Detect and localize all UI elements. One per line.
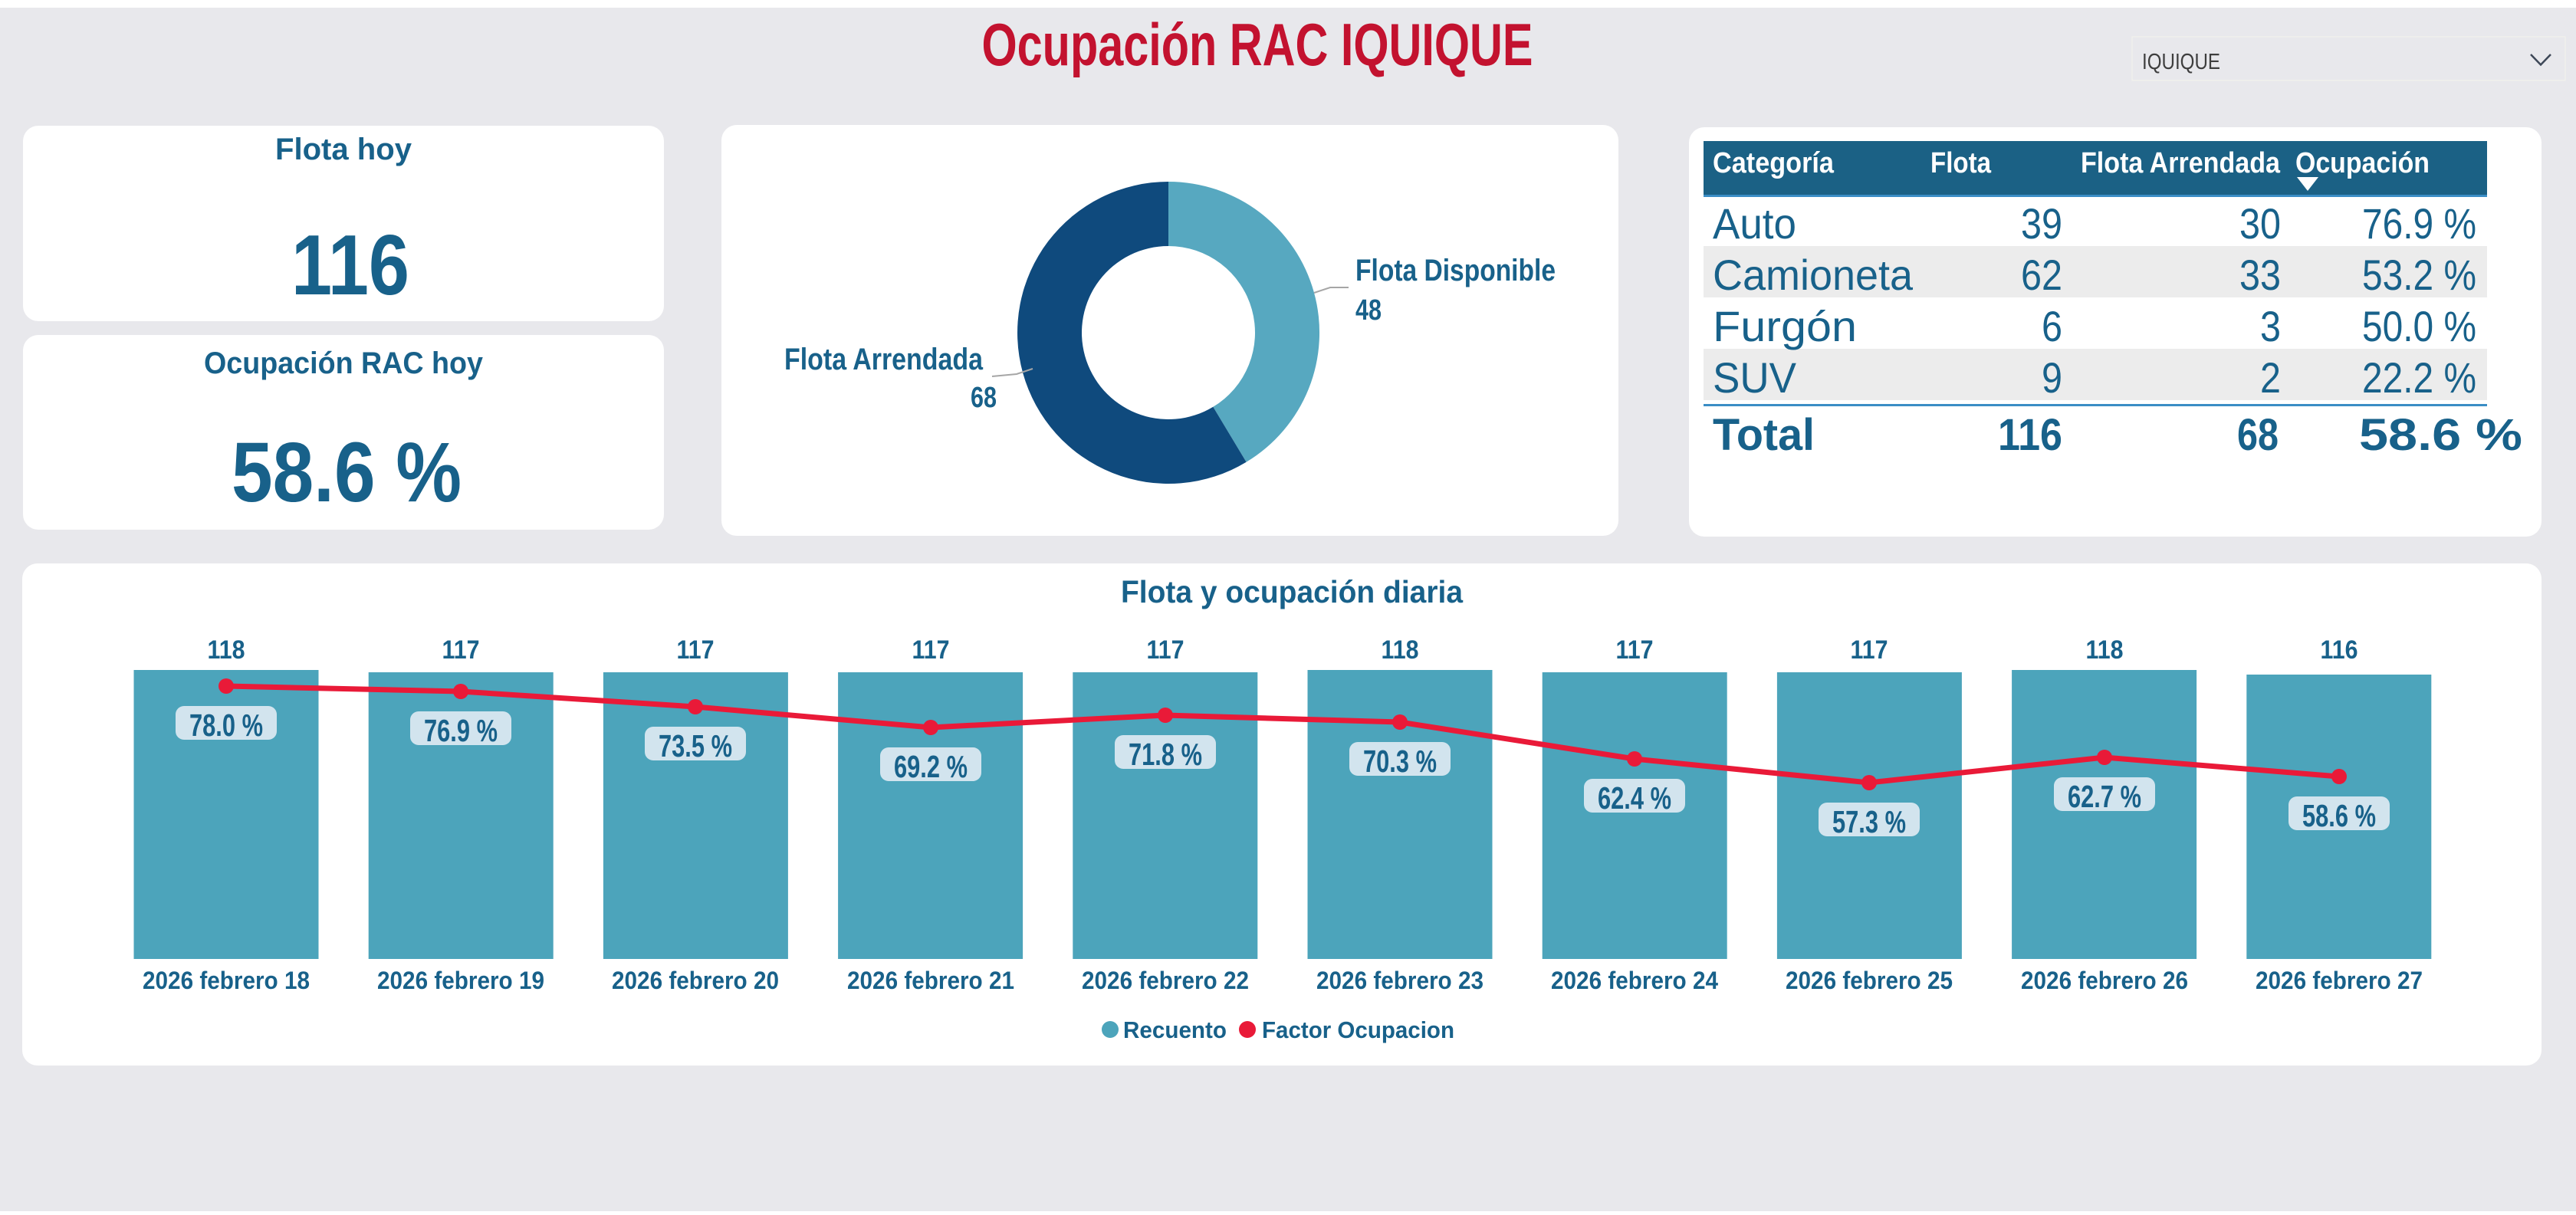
svg-text:58.6 %: 58.6 % — [232, 425, 462, 520]
svg-text:Auto: Auto — [1713, 199, 1796, 248]
svg-text:48: 48 — [1355, 294, 1382, 327]
svg-text:58.6 %: 58.6 % — [2359, 410, 2522, 460]
svg-text:Ocupación RAC hoy: Ocupación RAC hoy — [204, 346, 484, 380]
svg-text:118: 118 — [2086, 635, 2124, 665]
svg-text:Flota y ocupación diaria: Flota y ocupación diaria — [1121, 574, 1464, 609]
svg-text:39: 39 — [2021, 199, 2062, 248]
svg-text:62.4 %: 62.4 % — [1598, 780, 1671, 816]
svg-text:76.9 %: 76.9 % — [424, 713, 498, 748]
svg-text:Flota: Flota — [1930, 147, 1992, 179]
svg-text:2026 febrero 21: 2026 febrero 21 — [847, 967, 1014, 994]
svg-text:30: 30 — [2239, 199, 2281, 248]
svg-text:SUV: SUV — [1713, 353, 1797, 402]
svg-text:Ocupación RAC IQUIQUE: Ocupación RAC IQUIQUE — [982, 11, 1533, 78]
svg-text:Factor Ocupacion: Factor Ocupacion — [1262, 1016, 1454, 1043]
svg-text:58.6 %: 58.6 % — [2302, 798, 2376, 833]
svg-text:2026 febrero 27: 2026 febrero 27 — [2256, 967, 2423, 994]
svg-text:3: 3 — [2260, 302, 2281, 350]
svg-text:Categoría: Categoría — [1713, 147, 1835, 179]
svg-text:78.0 %: 78.0 % — [189, 708, 263, 743]
svg-text:Ocupación: Ocupación — [2295, 147, 2430, 179]
svg-text:117: 117 — [912, 635, 950, 665]
svg-text:Flota hoy: Flota hoy — [275, 133, 412, 166]
svg-text:Camioneta: Camioneta — [1713, 251, 1914, 299]
svg-text:2026 febrero 18: 2026 febrero 18 — [143, 967, 310, 994]
svg-text:118: 118 — [1382, 635, 1419, 665]
svg-text:50.0 %: 50.0 % — [2362, 302, 2476, 350]
svg-text:117: 117 — [1616, 635, 1654, 665]
svg-text:Flota Disponible: Flota Disponible — [1355, 254, 1556, 287]
svg-text:33: 33 — [2239, 251, 2281, 299]
svg-text:69.2 %: 69.2 % — [894, 749, 968, 784]
svg-text:117: 117 — [1851, 635, 1888, 665]
svg-text:IQUIQUE: IQUIQUE — [2142, 50, 2220, 74]
svg-text:62.7 %: 62.7 % — [2068, 779, 2141, 814]
svg-text:68: 68 — [2237, 410, 2279, 460]
svg-text:117: 117 — [442, 635, 480, 665]
svg-text:57.3 %: 57.3 % — [1832, 804, 1906, 839]
svg-text:68: 68 — [971, 382, 997, 414]
svg-text:6: 6 — [2042, 302, 2062, 350]
svg-text:2026 febrero 23: 2026 febrero 23 — [1316, 967, 1484, 994]
svg-text:116: 116 — [2321, 635, 2358, 665]
svg-text:62: 62 — [2021, 251, 2062, 299]
svg-text:Furgón: Furgón — [1713, 302, 1857, 350]
svg-text:117: 117 — [1147, 635, 1184, 665]
svg-text:9: 9 — [2042, 353, 2062, 402]
svg-text:2026 febrero 25: 2026 febrero 25 — [1786, 967, 1953, 994]
svg-text:2: 2 — [2260, 353, 2281, 402]
svg-text:116: 116 — [291, 218, 409, 313]
svg-text:53.2 %: 53.2 % — [2362, 251, 2476, 299]
svg-text:Total: Total — [1713, 410, 1815, 460]
svg-text:2026 febrero 24: 2026 febrero 24 — [1551, 967, 1718, 994]
svg-text:2026 febrero 22: 2026 febrero 22 — [1082, 967, 1249, 994]
svg-text:Flota Arrendada: Flota Arrendada — [784, 343, 984, 376]
svg-text:2026 febrero 26: 2026 febrero 26 — [2021, 967, 2188, 994]
svg-text:2026 febrero 20: 2026 febrero 20 — [612, 967, 779, 994]
svg-text:117: 117 — [677, 635, 715, 665]
svg-text:71.8 %: 71.8 % — [1129, 737, 1202, 772]
svg-text:70.3 %: 70.3 % — [1363, 744, 1437, 779]
svg-text:118: 118 — [208, 635, 245, 665]
svg-text:2026 febrero 19: 2026 febrero 19 — [377, 967, 544, 994]
svg-text:Recuento: Recuento — [1123, 1016, 1227, 1043]
svg-text:Flota Arrendada: Flota Arrendada — [2081, 147, 2281, 179]
svg-text:73.5 %: 73.5 % — [659, 728, 732, 763]
svg-text:76.9 %: 76.9 % — [2362, 199, 2476, 248]
svg-text:22.2 %: 22.2 % — [2362, 353, 2476, 402]
svg-text:116: 116 — [1998, 410, 2062, 460]
